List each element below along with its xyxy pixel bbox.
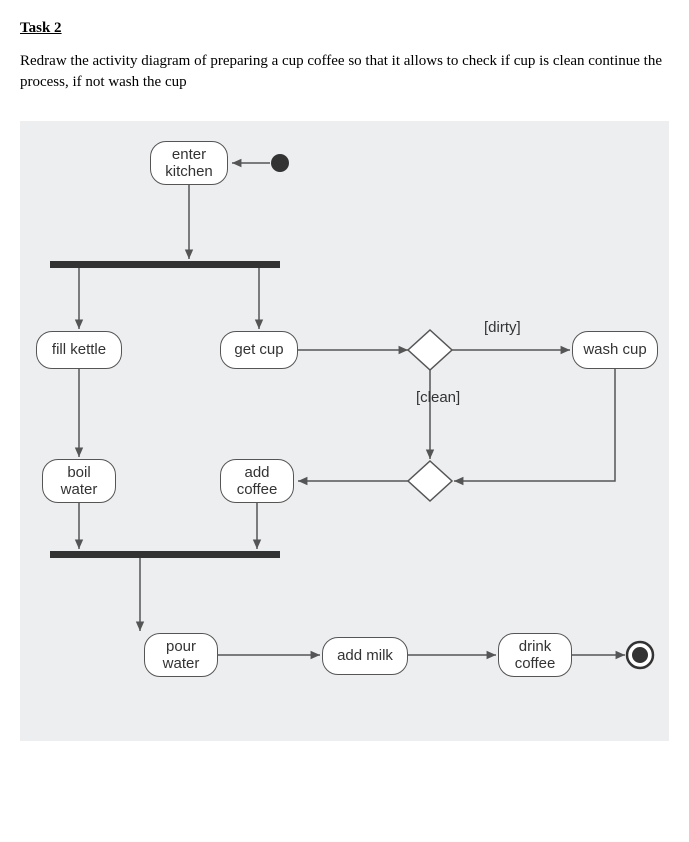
node-add-milk: add milk: [322, 637, 408, 675]
edge: [454, 369, 615, 481]
final-node-inner-icon: [632, 647, 648, 663]
activity-diagram: enterkitchen fill kettle get cup wash cu…: [20, 121, 669, 741]
merge-icon: [408, 461, 452, 501]
node-boil-water: boilwater: [42, 459, 116, 503]
task-title: Task 2: [20, 20, 669, 37]
node-enter-kitchen: enterkitchen: [150, 141, 228, 185]
node-fill-kettle: fill kettle: [36, 331, 122, 369]
join-bar: [50, 551, 280, 558]
node-add-coffee: addcoffee: [220, 459, 294, 503]
node-get-cup: get cup: [220, 331, 298, 369]
decision-icon: [408, 330, 452, 370]
node-pour-water: pourwater: [144, 633, 218, 677]
initial-node-icon: [271, 154, 289, 172]
guard-clean: [clean]: [416, 389, 460, 406]
node-wash-cup: wash cup: [572, 331, 658, 369]
node-drink-coffee: drinkcoffee: [498, 633, 572, 677]
task-description: Redraw the activity diagram of preparing…: [20, 51, 669, 93]
fork-bar: [50, 261, 280, 268]
guard-dirty: [dirty]: [484, 319, 521, 336]
